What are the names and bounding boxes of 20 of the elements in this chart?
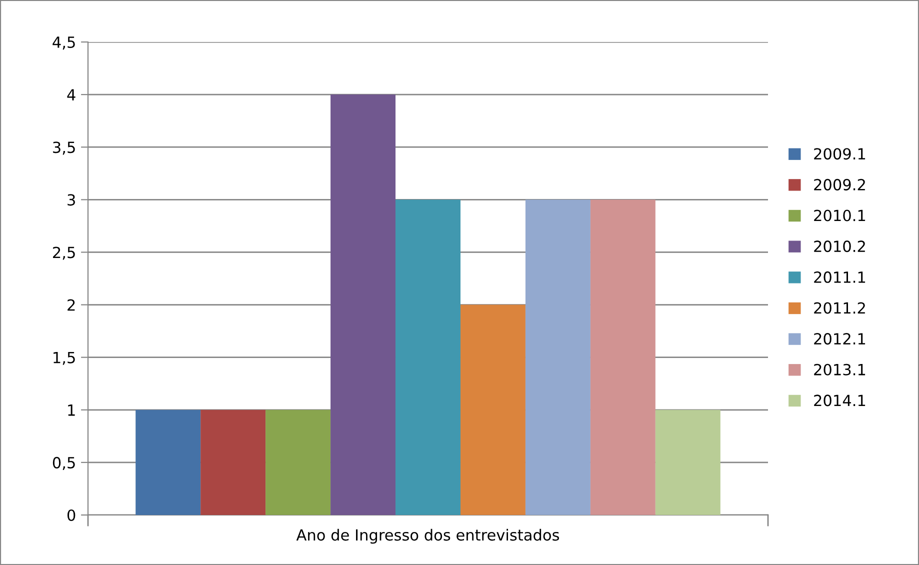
y-tick-label: 1 xyxy=(68,404,75,416)
y-tick-label: 2 xyxy=(68,299,75,311)
y-tick-label: 0 xyxy=(67,509,76,522)
y-tick-label: 0,5 xyxy=(52,456,75,470)
legend-label: 2013.1 xyxy=(814,364,866,376)
y-tick-label: 4,5 xyxy=(52,36,75,50)
y-tick-label: 3 xyxy=(68,194,75,206)
legend-label: 2014.1 xyxy=(814,394,866,406)
y-tick-label: 2,5 xyxy=(53,246,75,260)
x-tick-label: Ano de Ingresso dos entrevistados xyxy=(296,528,560,544)
legend-label: 2011.2 xyxy=(814,302,865,314)
legend-label: 2010.1 xyxy=(814,210,866,222)
legend-label: 2011.1 xyxy=(814,271,866,283)
legend-label: 2009.2 xyxy=(814,178,865,190)
legend-label: 2012.1 xyxy=(814,333,866,345)
legend-label: 2010.2 xyxy=(814,240,865,252)
y-tick-label: 1,5 xyxy=(54,352,75,365)
y-tick-label: 4 xyxy=(67,89,76,100)
y-tick-label: 3,5 xyxy=(53,142,75,155)
legend-label: 2009.1 xyxy=(814,148,866,160)
